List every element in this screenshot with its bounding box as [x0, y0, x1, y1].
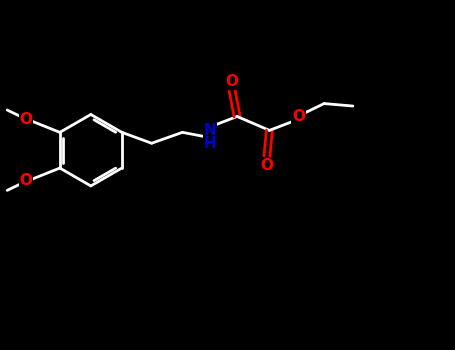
- Text: O: O: [226, 74, 239, 89]
- Text: N: N: [204, 123, 217, 138]
- Text: O: O: [292, 109, 305, 124]
- Text: O: O: [260, 158, 273, 173]
- Text: O: O: [20, 173, 33, 188]
- Text: O: O: [20, 112, 33, 127]
- Text: H: H: [204, 136, 217, 151]
